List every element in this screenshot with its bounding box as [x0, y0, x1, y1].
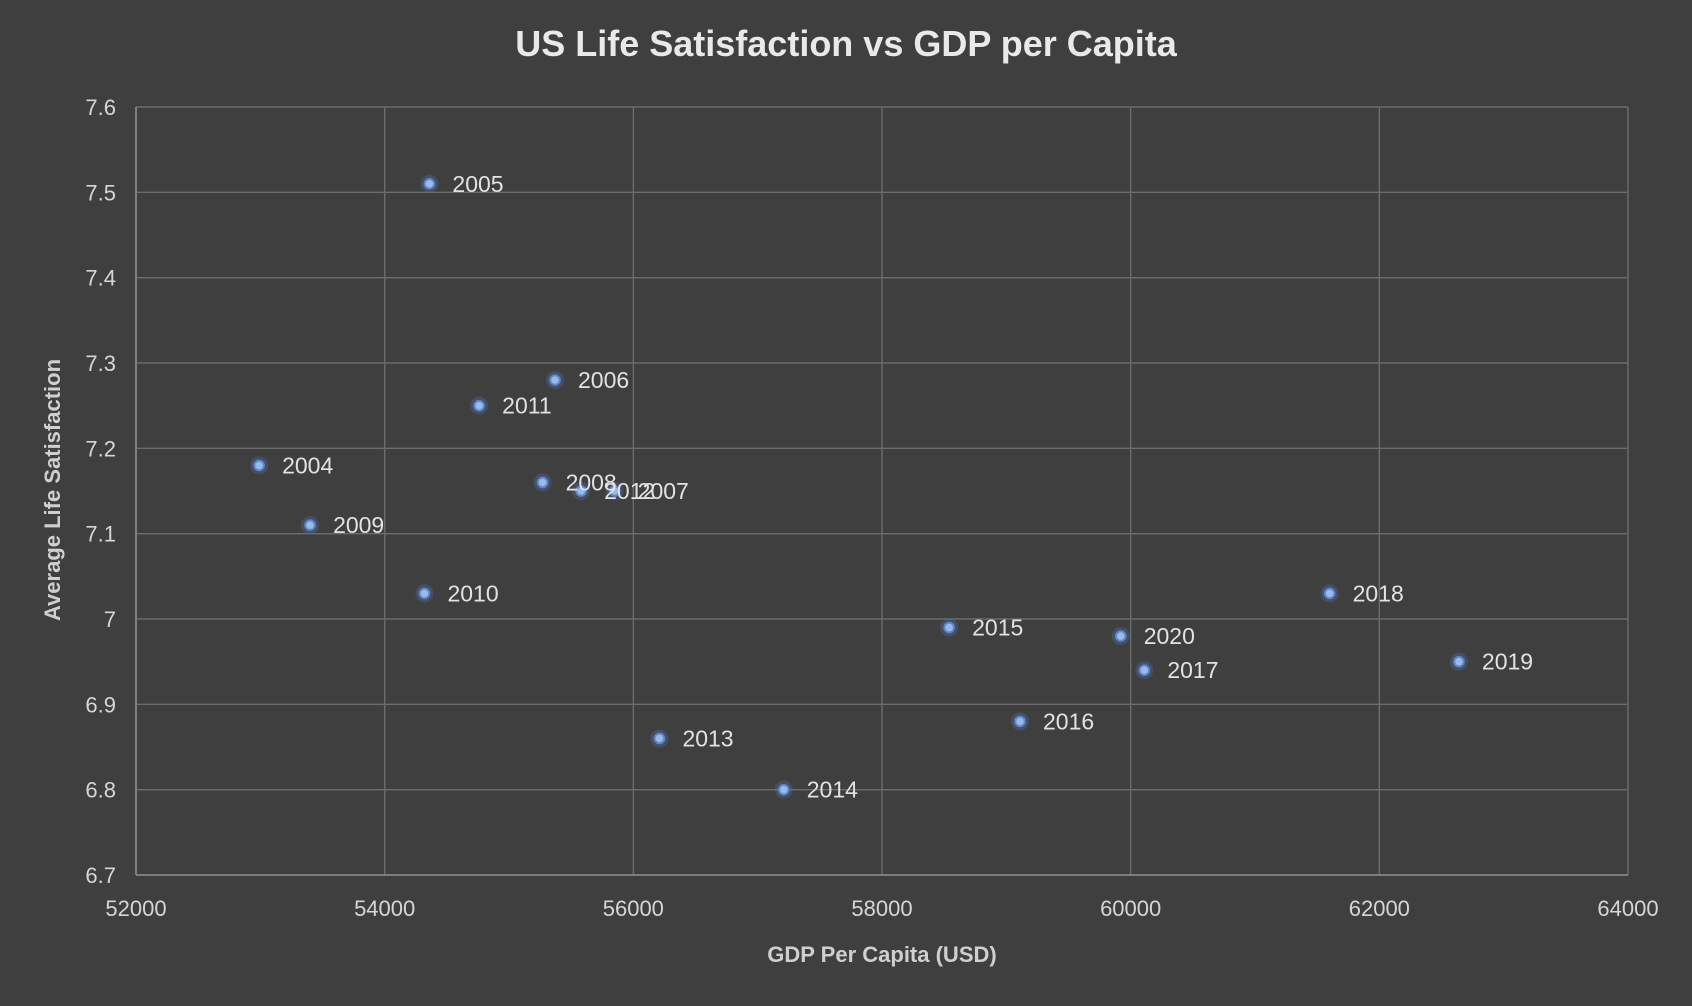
data-point[interactable]: [653, 732, 666, 745]
data-point[interactable]: [1138, 664, 1151, 677]
x-axis-title: GDP Per Capita (USD): [767, 942, 996, 967]
data-point[interactable]: [1014, 715, 1026, 728]
data-label: 2016: [1043, 708, 1094, 734]
data-point[interactable]: [608, 485, 621, 497]
tick-label-layer: 6.7 6.8 6.9 7 7.1 7.2 7.3 7.4 7.5 7.6 52000 54000 56…: [85, 95, 1658, 921]
x-tick-label: 62000: [1349, 896, 1410, 921]
data-point[interactable]: [418, 587, 431, 600]
data-label: 2019: [1482, 649, 1533, 675]
data-label: 2020: [1144, 623, 1195, 649]
data-label: 2007: [638, 478, 689, 504]
x-tick-label: 56000: [603, 896, 664, 921]
grid-layer: [135, 106, 1629, 876]
y-tick-label: 6.9: [85, 692, 116, 717]
data-point[interactable]: [1453, 655, 1465, 668]
data-label: 2006: [578, 367, 629, 393]
y-tick-label: 7.6: [85, 95, 116, 120]
y-tick-label: 7.2: [85, 436, 116, 461]
axis-layer: [135, 107, 1628, 876]
x-tick-label: 64000: [1597, 896, 1658, 921]
y-tick-label: 6.8: [85, 778, 116, 803]
x-tick-label: 58000: [851, 896, 912, 921]
x-tick-label: 54000: [354, 896, 415, 921]
data-label: 2017: [1167, 657, 1218, 683]
data-point[interactable]: [575, 485, 587, 497]
data-point[interactable]: [253, 459, 265, 472]
data-label-layer: 2004 2005 2006 2007 2008 2009 2010 2011 2012 2013…: [282, 171, 1533, 803]
y-tick-label: 6.7: [85, 863, 116, 888]
data-point[interactable]: [1114, 630, 1127, 642]
data-point[interactable]: [473, 399, 485, 412]
data-label: 2014: [807, 777, 858, 803]
y-tick-label: 7.3: [85, 351, 116, 376]
data-point[interactable]: [777, 783, 790, 796]
y-tick-label: 7.4: [85, 266, 116, 291]
data-label: 2004: [282, 452, 333, 478]
chart-title: US Life Satisfaction vs GDP per Capita: [515, 23, 1177, 64]
data-point[interactable]: [423, 178, 436, 190]
data-label: 2011: [502, 393, 551, 419]
y-tick-label: 7: [104, 607, 116, 632]
data-label: 2012: [604, 478, 655, 504]
data-point[interactable]: [1323, 587, 1336, 600]
data-label: 2018: [1353, 580, 1404, 606]
data-label: 2010: [447, 580, 498, 606]
data-point-layer: [250, 174, 1468, 799]
x-tick-label: 52000: [105, 896, 166, 921]
y-tick-label: 7.5: [85, 180, 116, 205]
data-point[interactable]: [536, 476, 549, 489]
x-tick-label: 60000: [1100, 896, 1161, 921]
data-label: 2009: [333, 512, 384, 538]
data-label: 2005: [452, 171, 503, 197]
data-label: 2008: [566, 469, 617, 495]
data-point[interactable]: [549, 374, 561, 386]
data-point[interactable]: [304, 519, 316, 531]
y-axis-title: Average Life Satisfaction: [40, 359, 65, 621]
data-point[interactable]: [943, 621, 955, 634]
data-label: 2015: [972, 615, 1023, 641]
data-label: 2013: [682, 725, 733, 751]
y-tick-label: 7.1: [85, 522, 116, 547]
